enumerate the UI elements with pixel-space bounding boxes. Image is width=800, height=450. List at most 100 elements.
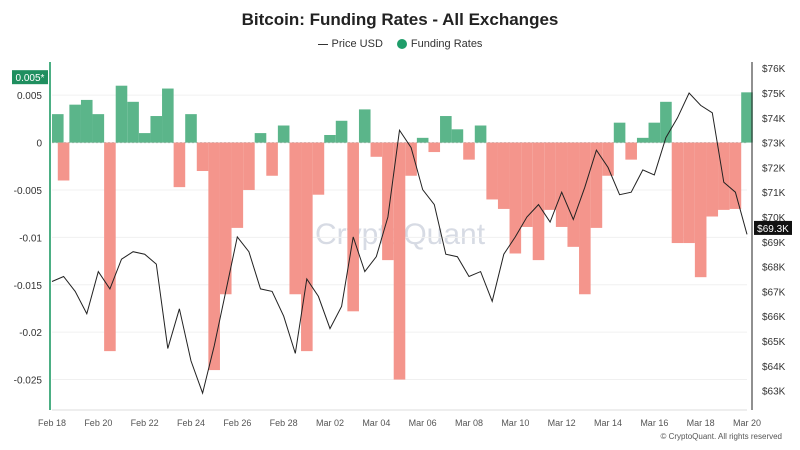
right-axis-tick-label: $72K [762, 163, 786, 174]
x-axis-tick-label: Feb 22 [131, 418, 159, 428]
right-axis-tick-label: $68K [762, 263, 786, 274]
legend-label-price: Price USD [331, 38, 383, 50]
funding-rate-bar [729, 142, 742, 209]
funding-rate-bar [416, 137, 429, 143]
funding-rate-bar [196, 142, 209, 172]
left-axis-tick-label: 0 [36, 139, 42, 150]
right-axis-tick-label: $69K [762, 238, 786, 249]
funding-rate-bar [127, 101, 139, 143]
funding-rate-bar [521, 142, 533, 227]
funding-rate-bar [497, 142, 510, 209]
funding-rate-bar [358, 109, 371, 143]
funding-rate-bar [671, 142, 684, 244]
funding-rate-bar [185, 114, 197, 143]
x-axis-tick-label: Mar 02 [316, 418, 344, 428]
right-axis-tick-label: $75K [762, 89, 786, 100]
price-current-tag-label: $69.3K [757, 224, 789, 235]
legend-label-funding: Funding Rates [410, 38, 483, 50]
funding-rate-bar [718, 142, 730, 210]
funding-rate-bar [92, 114, 105, 143]
funding-current-tag-label: 0.005* [16, 73, 45, 84]
funding-rate-bar [555, 142, 568, 227]
funding-rate-bar [602, 142, 614, 176]
funding-rate-bar [683, 142, 695, 244]
funding-rate-bar [335, 120, 348, 143]
x-axis-tick-label: Mar 14 [594, 418, 622, 428]
funding-rate-bar [52, 114, 64, 143]
funding-rate-bar [440, 116, 452, 143]
funding-rate-bar [266, 142, 278, 176]
dot-swatch-icon [396, 39, 407, 49]
chart-title: Bitcoin: Funding Rates - All Exchanges [241, 10, 559, 29]
left-axis-tick-label: 0.005 [17, 91, 42, 102]
funding-rate-bar [613, 122, 626, 143]
funding-rate-bar [660, 101, 672, 143]
right-axis-tick-label: $73K [762, 139, 786, 150]
funding-rate-bar [567, 142, 580, 247]
funding-rate-bar [428, 142, 441, 153]
funding-rate-bar [544, 142, 556, 210]
left-axis-tick-label: -0.025 [14, 376, 43, 387]
right-axis-tick-label: $76K [762, 64, 786, 75]
x-axis-tick-label: Mar 12 [548, 418, 576, 428]
funding-rate-bar [243, 142, 255, 190]
funding-rate-bar [104, 142, 116, 352]
funding-rate-bar [625, 142, 637, 160]
funding-rate-bar [115, 85, 128, 143]
legend-item-price[interactable]: Price USD [317, 38, 383, 50]
funding-rate-bar [694, 142, 707, 278]
right-axis-tick-label: $71K [762, 188, 786, 199]
x-axis-tick-label: Feb 26 [223, 418, 251, 428]
funding-rate-bar [69, 104, 81, 143]
funding-rate-bar [405, 142, 417, 176]
x-axis-tick-label: Mar 10 [501, 418, 529, 428]
left-axis-tick-label: -0.005 [14, 186, 43, 197]
funding-rate-bar [463, 142, 475, 160]
right-axis-tick-label: $70K [762, 213, 786, 224]
funding-rate-bar [532, 142, 545, 261]
funding-rate-bar [312, 142, 325, 195]
funding-rate-bar [80, 99, 93, 143]
price-line [51, 92, 748, 395]
funding-rate-bar [324, 134, 336, 143]
funding-rate-bar [173, 142, 186, 188]
x-axis-tick-label: Feb 20 [84, 418, 112, 428]
left-axis-tick-label: -0.01 [19, 233, 42, 244]
funding-rate-bar [208, 142, 220, 371]
right-axis-tick-label: $67K [762, 287, 786, 298]
funding-current-tag [12, 70, 48, 85]
funding-rate-bar [706, 142, 719, 217]
funding-rate-bar [254, 133, 267, 143]
price-current-tag [754, 220, 792, 235]
funding-rate-bar [648, 122, 661, 143]
funding-rate-bar [231, 142, 244, 228]
funding-rate-bar [451, 129, 464, 143]
funding-rate-bar [277, 125, 290, 143]
right-axis-tick-label: $64K [762, 362, 786, 373]
left-axis-tick-label: -0.015 [14, 281, 43, 292]
funding-rate-bar [347, 142, 359, 312]
x-axis-tick-label: Mar 16 [640, 418, 668, 428]
copyright-footer: © CryptoQuant. All rights reserved [660, 432, 783, 441]
right-axis-tick-label: $66K [762, 312, 786, 323]
x-axis-tick-label: Mar 18 [687, 418, 715, 428]
legend-item-funding[interactable]: Funding Rates [396, 38, 483, 50]
left-axis-tick-label: -0.02 [19, 328, 42, 339]
x-axis-tick-label: Mar 08 [455, 418, 483, 428]
x-axis-tick-label: Mar 06 [409, 418, 437, 428]
x-axis-tick-label: Mar 20 [733, 418, 761, 428]
funding-rate-bar [301, 142, 313, 352]
funding-rate-bar [382, 142, 394, 261]
line-swatch-icon [317, 43, 328, 45]
funding-rate-bar [590, 142, 603, 228]
funding-rate-bar [636, 137, 649, 143]
x-axis-tick-label: Feb 18 [38, 418, 66, 428]
funding-rate-bar [138, 133, 151, 143]
funding-rate-bar [741, 92, 753, 143]
legend: Price USD Funding Rates [0, 38, 800, 50]
funding-rate-bar [150, 116, 163, 143]
right-axis-tick-label: $74K [762, 114, 786, 125]
x-axis-tick-label: Feb 28 [270, 418, 298, 428]
x-axis-tick-label: Mar 04 [362, 418, 390, 428]
